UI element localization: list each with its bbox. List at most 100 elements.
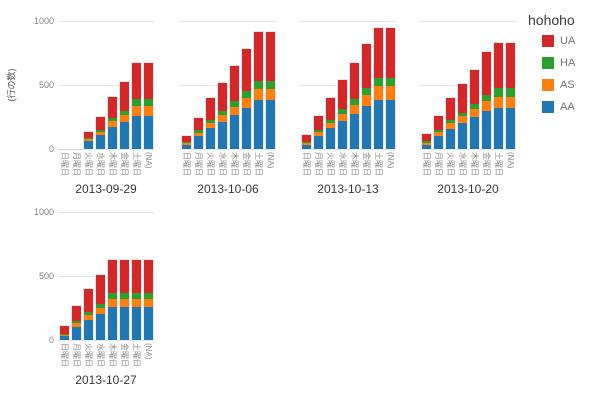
facet-panel: 日曜日 月曜日 火曜日 水曜日 木曜日 金曜日 土曜日 (NA) 2013-10-06 [180, 21, 276, 219]
bar-segment-as [107, 299, 117, 308]
bar-segment-as [265, 88, 275, 100]
bar-segment-aa [361, 106, 371, 149]
stacked-bar [228, 65, 240, 150]
bar-segment-as [325, 122, 335, 128]
facet-title: 2013-10-13 [317, 182, 379, 196]
bar-segment-ua [505, 42, 515, 89]
bar-segment-ha [107, 293, 117, 300]
bar-segment-aa [95, 313, 105, 340]
bar-segment-aa [83, 141, 93, 149]
facet-title: 2013-10-27 [75, 373, 137, 387]
bar-segment-as [217, 115, 227, 123]
legend-label: UA [560, 35, 576, 47]
legend-label: HA [560, 57, 576, 69]
bar-segment-ua [131, 62, 141, 100]
bar-segment-ua [361, 44, 371, 89]
bar-segment-ha [59, 333, 69, 335]
bar-segment-ua [107, 260, 117, 294]
bar-segment-aa [95, 134, 105, 149]
bar-segment-as [361, 95, 371, 107]
x-tick-label: 金曜日 [120, 343, 129, 367]
stacked-bar [58, 324, 70, 341]
bar-segment-aa [313, 135, 323, 149]
stacked-bar [118, 81, 130, 150]
x-tick-label: 月曜日 [72, 152, 81, 176]
bar-segment-ua [325, 97, 335, 120]
facet-title: 2013-10-20 [437, 182, 499, 196]
x-tick-label: 日曜日 [182, 152, 191, 176]
stacked-bar [348, 62, 360, 150]
x-tick-label: (NA) [144, 152, 153, 169]
bar-segment-as [493, 96, 503, 109]
stacked-bar [420, 132, 432, 151]
bar-segment-as [59, 334, 69, 337]
stacked-bar [180, 134, 192, 151]
bar-segment-ua [445, 98, 455, 121]
x-tick-label: 日曜日 [422, 152, 431, 176]
x-tick-label: 水曜日 [458, 152, 467, 176]
bar-segment-ua [421, 133, 431, 142]
x-tick-label: 金曜日 [482, 152, 491, 176]
x-tick-label: 火曜日 [84, 152, 93, 176]
legend-item-ua: UA [542, 35, 575, 47]
bar-segment-aa [253, 99, 263, 149]
bar-segment-as [193, 133, 203, 137]
y-tick-label: 0 [48, 335, 54, 345]
bar-segment-aa [325, 127, 335, 149]
stacked-bar [130, 61, 142, 150]
bar-segment-ua [83, 288, 93, 312]
bar-segment-ha [131, 99, 141, 107]
bar-segment-aa [421, 144, 431, 149]
y-tick-label: 0 [48, 144, 54, 154]
bar-segment-as [505, 96, 515, 109]
bar-segment-aa [265, 99, 275, 149]
facet-panel: 日曜日 月曜日 火曜日 水曜日 木曜日 金曜日 土曜日 (NA) 2013-10-20 [420, 21, 516, 219]
bar-segment-ha [301, 141, 311, 144]
stacked-bar [456, 82, 468, 150]
bar-segment-aa [433, 135, 443, 149]
x-tick-label: 水曜日 [96, 152, 105, 176]
y-axis-title: (行の数) [6, 68, 17, 102]
bar-segment-as [107, 121, 117, 128]
legend-label: AS [560, 79, 575, 91]
stacked-bar [432, 115, 444, 150]
x-tick-label: 土曜日 [374, 152, 383, 176]
bar-segment-ha [313, 129, 323, 133]
bar-segment-as [457, 116, 467, 123]
bar-segment-ua [253, 31, 263, 81]
x-tick-label: 日曜日 [302, 152, 311, 176]
x-tick-label: 日曜日 [60, 152, 69, 176]
bar-segment-ua [71, 306, 81, 322]
gridline [58, 85, 154, 86]
bar-segment-ha [253, 80, 263, 89]
bar-segment-as [385, 86, 395, 100]
bar-segment-ha [445, 120, 455, 124]
x-tick-label: 日曜日 [60, 343, 69, 367]
bar-segment-ha [373, 77, 383, 87]
x-tick-label: 金曜日 [242, 152, 251, 176]
y-tick-label: 500 [38, 80, 54, 90]
bar-segment-aa [445, 128, 455, 149]
legend-item-ha: HA [542, 57, 575, 69]
bar-segment-ha [107, 118, 117, 122]
bar-segment-ua [241, 49, 251, 92]
bar-segment-ha [349, 99, 359, 105]
stacked-bar [252, 30, 264, 150]
stacked-bar [372, 27, 384, 150]
bar-segment-as [71, 323, 81, 327]
legend-item-as: AS [542, 79, 575, 91]
stacked-bar [384, 27, 396, 150]
x-tick-label: (NA) [386, 152, 395, 169]
bar-segment-aa [469, 116, 479, 149]
stacked-bar [468, 68, 480, 150]
x-tick-label: 月曜日 [72, 343, 81, 367]
facet-panel: 日曜日 月曜日 火曜日 水曜日 木曜日 金曜日 土曜日 (NA) 2013-10-13 [300, 21, 396, 219]
legend: hohoho UA HA AS AA [528, 12, 575, 123]
bar-segment-ha [505, 88, 515, 97]
bar-segment-as [119, 115, 129, 123]
facet-panel: 日曜日 月曜日 火曜日 水曜日 木曜日 金曜日 土曜日 (NA) 2013-09-29 [58, 21, 154, 219]
gridline [58, 276, 154, 277]
x-tick-label: 水曜日 [218, 152, 227, 176]
bar-segment-aa [119, 307, 129, 340]
